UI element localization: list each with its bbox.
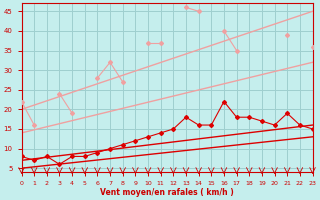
X-axis label: Vent moyen/en rafales ( km/h ): Vent moyen/en rafales ( km/h ) xyxy=(100,188,234,197)
